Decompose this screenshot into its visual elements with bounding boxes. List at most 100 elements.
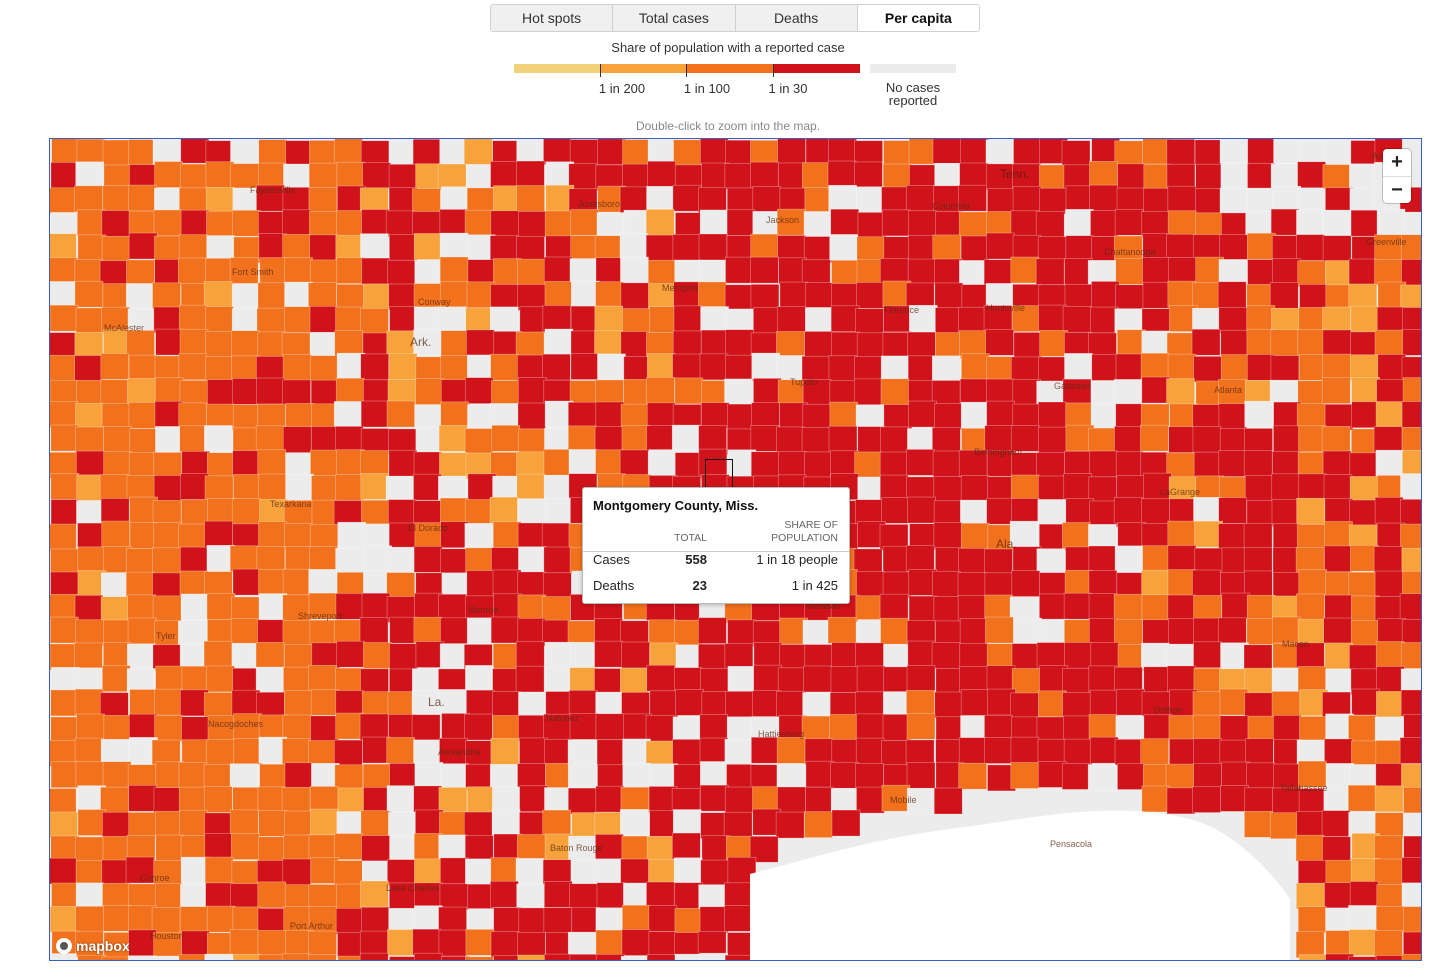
county-shape[interactable] — [50, 162, 80, 189]
county-shape[interactable] — [1324, 882, 1353, 910]
county-shape[interactable] — [673, 281, 702, 309]
county-shape[interactable] — [804, 451, 833, 479]
county-shape[interactable] — [1091, 354, 1121, 381]
county-shape[interactable] — [204, 425, 233, 452]
county-shape[interactable] — [856, 332, 886, 360]
county-shape[interactable] — [1273, 715, 1302, 742]
county-shape[interactable] — [726, 716, 756, 744]
county-shape[interactable] — [1142, 257, 1171, 284]
county-shape[interactable] — [672, 330, 702, 358]
county-shape[interactable] — [1401, 882, 1422, 910]
county-shape[interactable] — [1271, 498, 1301, 526]
county-shape[interactable] — [439, 643, 469, 670]
county-shape[interactable] — [311, 475, 340, 503]
county-shape[interactable] — [594, 668, 623, 695]
county-shape[interactable] — [571, 907, 601, 934]
county-shape[interactable] — [1348, 956, 1377, 961]
county-shape[interactable] — [125, 571, 155, 599]
county-shape[interactable] — [282, 858, 312, 886]
county-shape[interactable] — [258, 569, 287, 596]
county-shape[interactable] — [1141, 785, 1171, 813]
county-shape[interactable] — [438, 834, 467, 862]
county-shape[interactable] — [335, 690, 365, 717]
county-shape[interactable] — [388, 353, 418, 380]
county-shape[interactable] — [1349, 163, 1378, 191]
county-shape[interactable] — [1220, 642, 1249, 670]
county-shape[interactable] — [961, 353, 990, 381]
county-shape[interactable] — [984, 548, 1013, 576]
county-shape[interactable] — [1297, 161, 1326, 189]
county-shape[interactable] — [542, 809, 572, 837]
county-shape[interactable] — [570, 235, 599, 263]
county-shape[interactable] — [363, 642, 392, 669]
county-shape[interactable] — [1374, 497, 1404, 524]
county-shape[interactable] — [751, 736, 780, 764]
county-shape[interactable] — [1035, 210, 1065, 238]
county-shape[interactable] — [205, 331, 235, 358]
county-shape[interactable] — [1374, 570, 1404, 598]
county-shape[interactable] — [1035, 258, 1065, 286]
county-shape[interactable] — [541, 522, 571, 550]
county-shape[interactable] — [1348, 258, 1378, 286]
county-shape[interactable] — [1374, 785, 1404, 813]
county-shape[interactable] — [1324, 642, 1354, 670]
county-shape[interactable] — [361, 592, 391, 620]
county-shape[interactable] — [259, 498, 288, 526]
county-shape[interactable] — [986, 400, 1015, 428]
county-shape[interactable] — [1038, 356, 1067, 384]
county-shape[interactable] — [1167, 353, 1197, 381]
county-shape[interactable] — [230, 139, 259, 166]
county-shape[interactable] — [412, 928, 442, 956]
county-shape[interactable] — [1246, 500, 1276, 527]
county-shape[interactable] — [1375, 401, 1405, 428]
county-shape[interactable] — [544, 641, 574, 669]
county-shape[interactable] — [1088, 427, 1117, 455]
county-shape[interactable] — [259, 257, 289, 284]
county-shape[interactable] — [1325, 953, 1354, 961]
county-shape[interactable] — [853, 378, 883, 406]
county-shape[interactable] — [1270, 812, 1299, 840]
county-shape[interactable] — [1114, 618, 1143, 646]
county-shape[interactable] — [619, 233, 649, 260]
county-shape[interactable] — [128, 785, 157, 812]
county-shape[interactable] — [207, 498, 236, 525]
county-shape[interactable] — [1348, 714, 1377, 742]
county-shape[interactable] — [491, 380, 520, 407]
county-shape[interactable] — [987, 188, 1016, 215]
county-shape[interactable] — [415, 809, 444, 837]
county-shape[interactable] — [906, 449, 935, 476]
county-shape[interactable] — [180, 856, 210, 884]
county-shape[interactable] — [622, 904, 651, 932]
county-shape[interactable] — [386, 737, 416, 764]
county-shape[interactable] — [179, 380, 209, 407]
county-shape[interactable] — [102, 185, 132, 213]
county-shape[interactable] — [567, 401, 597, 429]
county-shape[interactable] — [935, 620, 964, 648]
county-shape[interactable] — [517, 258, 546, 286]
county-shape[interactable] — [100, 786, 129, 814]
county-shape[interactable] — [517, 284, 546, 311]
county-shape[interactable] — [569, 713, 599, 740]
county-shape[interactable] — [1350, 209, 1380, 237]
county-shape[interactable] — [50, 187, 77, 215]
county-shape[interactable] — [464, 377, 494, 404]
county-shape[interactable] — [727, 619, 756, 647]
county-shape[interactable] — [1348, 929, 1378, 956]
county-shape[interactable] — [1010, 356, 1040, 384]
county-shape[interactable] — [1168, 715, 1198, 742]
county-shape[interactable] — [645, 209, 675, 236]
county-shape[interactable] — [804, 187, 834, 214]
county-shape[interactable] — [311, 642, 341, 670]
county-shape[interactable] — [492, 691, 521, 718]
county-shape[interactable] — [1010, 762, 1040, 789]
county-shape[interactable] — [1218, 306, 1248, 334]
county-shape[interactable] — [805, 786, 834, 814]
county-shape[interactable] — [727, 403, 756, 431]
county-shape[interactable] — [207, 452, 236, 480]
county-shape[interactable] — [647, 353, 676, 380]
county-shape[interactable] — [413, 616, 443, 644]
county-shape[interactable] — [1140, 424, 1169, 452]
county-shape[interactable] — [308, 187, 338, 214]
county-shape[interactable] — [881, 209, 911, 237]
county-shape[interactable] — [465, 858, 494, 886]
